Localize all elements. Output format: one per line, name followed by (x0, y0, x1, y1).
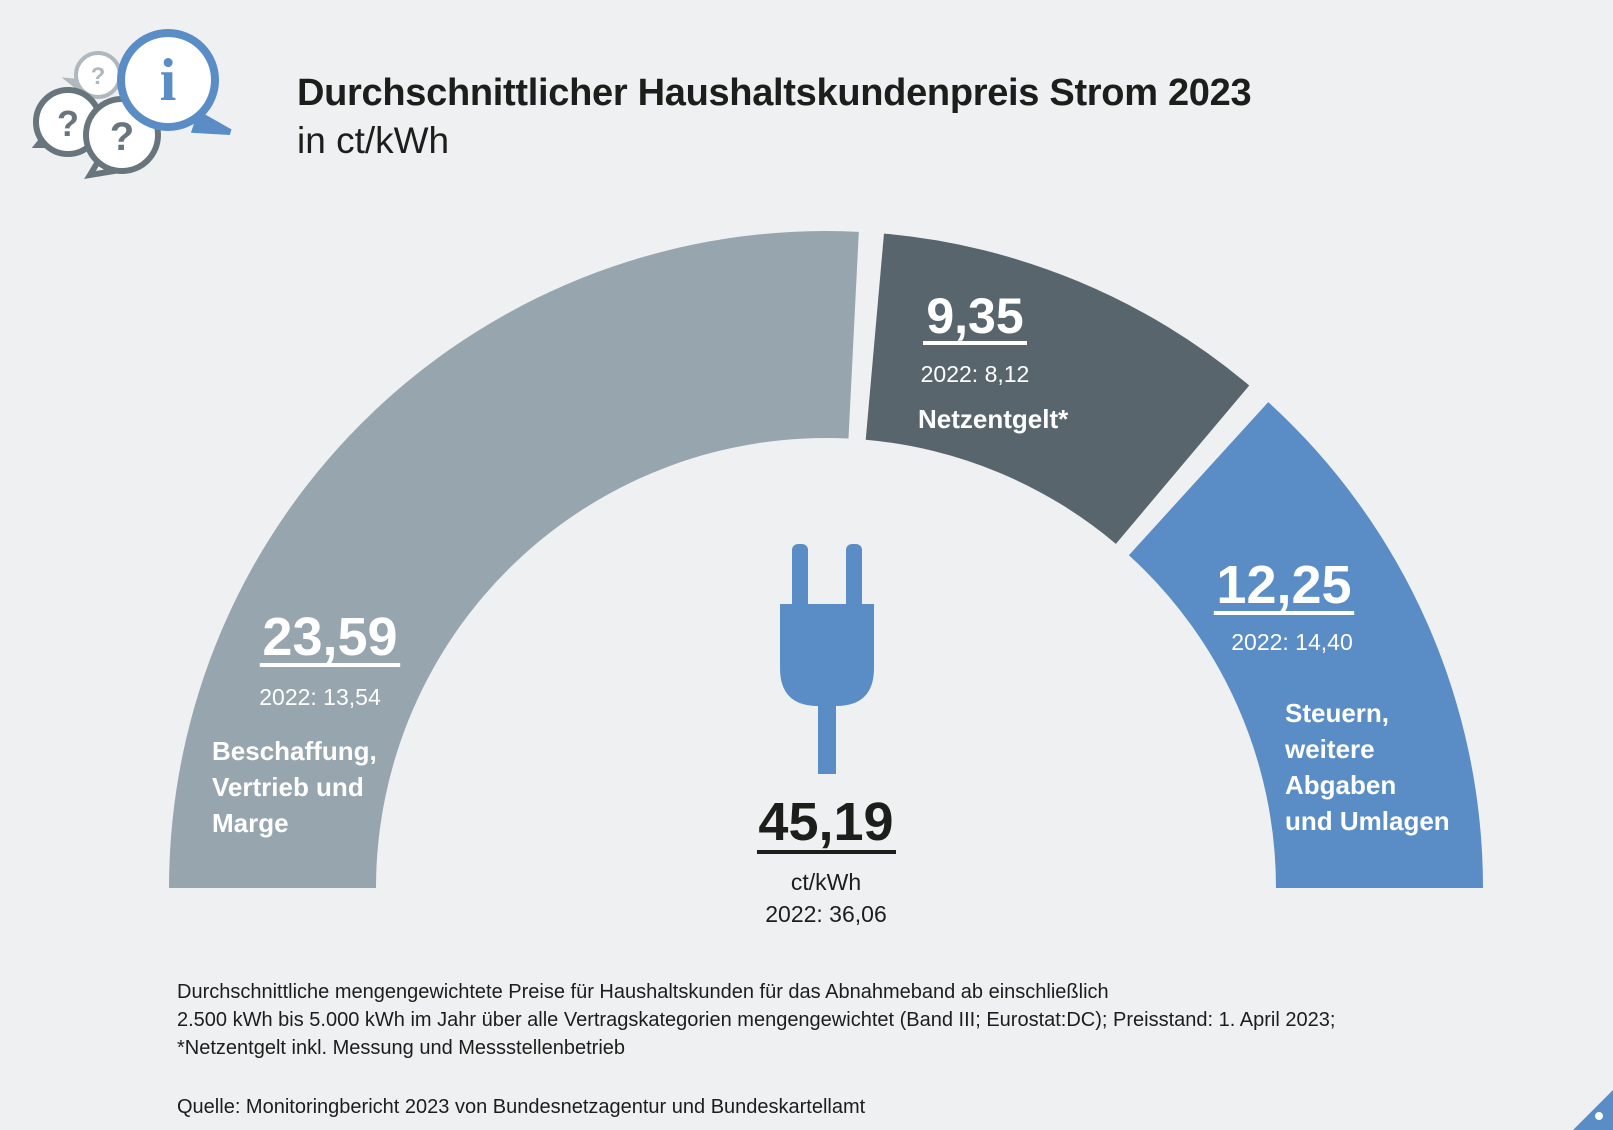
question-bubble-icon: ? (61, 51, 122, 99)
total-unit: ct/kWh (791, 869, 861, 895)
chart-title: Durchschnittlicher Haushaltskundenpreis … (297, 72, 1252, 114)
question-mark: ? (110, 115, 134, 159)
segment-value-0: 23,59 (262, 607, 397, 667)
segment-prev-year-1: 2022: 8,12 (921, 361, 1030, 387)
corner-decoration-icon (1573, 1090, 1613, 1130)
segment-prev-year-2: 2022: 14,40 (1231, 629, 1353, 655)
segment-prev-year-0: 2022: 13,54 (259, 684, 381, 710)
info-bubble-icon: i (117, 29, 232, 135)
segment-value-1: 9,35 (926, 288, 1023, 344)
source-note: Quelle: Monitoringbericht 2023 von Bunde… (177, 1096, 866, 1118)
info-speech-bubbles-icon: ? ? ? i (31, 29, 232, 180)
footnote-line: *Netzentgelt inkl. Messung und Messstell… (177, 1037, 626, 1059)
footnote-line: 2.500 kWh bis 5.000 kWh im Jahr über all… (177, 1009, 1336, 1031)
segment-label-2: und Umlagen (1285, 806, 1450, 836)
question-mark: ? (91, 63, 106, 90)
segment-label-0: Vertrieb und (212, 772, 364, 802)
segment-value-underline-1 (923, 341, 1027, 345)
segment-value-underline-2 (1213, 611, 1355, 615)
segment-label-0: Marge (212, 808, 289, 838)
chart-segments (169, 230, 1483, 889)
segment-1 (865, 233, 1250, 544)
header: Durchschnittlicher Haushaltskundenpreis … (297, 70, 1252, 166)
segment-label-2: weitere (1284, 734, 1375, 764)
segment-2 (1128, 402, 1483, 888)
question-mark: ? (57, 103, 79, 144)
segment-value-underline-0 (259, 663, 401, 667)
segment-labels: 23,59 2022: 13,54 Beschaffung, Vertrieb und… (212, 288, 1450, 838)
total-prev-year: 2022: 36,06 (765, 901, 887, 927)
segment-0 (169, 230, 859, 889)
info-glyph: i (160, 47, 177, 113)
segment-label-2: Abgaben (1285, 770, 1396, 800)
total-block: 45,19 ct/kWh 2022: 36,06 (757, 792, 896, 927)
segment-value-2: 12,25 (1216, 555, 1351, 615)
footnote: Durchschnittliche mengengewichtete Preis… (177, 978, 1335, 1062)
total-value-underline (757, 850, 896, 854)
chart-subtitle: in ct/kWh (297, 120, 450, 161)
segment-label-2: Steuern, (1285, 698, 1389, 728)
total-value: 45,19 (758, 792, 893, 852)
footnote-line: Durchschnittliche mengengewichtete Preis… (177, 981, 1109, 1003)
power-plug-icon (780, 544, 874, 774)
segment-label-1: Netzentgelt* (918, 404, 1069, 434)
segment-label-0: Beschaffung, (212, 736, 377, 766)
